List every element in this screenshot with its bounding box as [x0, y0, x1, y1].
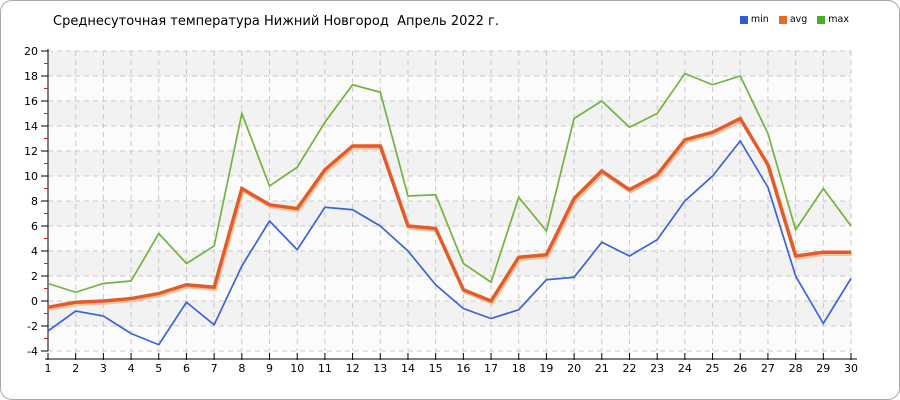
x-tick-label: 11	[318, 362, 332, 375]
x-tick-label: 28	[789, 362, 803, 375]
legend-item-max[interactable]: max	[817, 14, 849, 25]
plot-band	[48, 101, 851, 126]
series-max-line	[47, 72, 852, 294]
legend-label-max: max	[828, 14, 849, 25]
plot-band	[48, 176, 851, 201]
legend-label-min: min	[750, 14, 769, 25]
y-tick-label: 12	[24, 145, 38, 158]
x-tick-label: 5	[155, 362, 162, 375]
chart-title: Среднесуточная температура Нижний Новгор…	[53, 14, 500, 29]
plot-band	[48, 201, 851, 226]
y-tick-label: 4	[31, 245, 38, 258]
x-tick-label: 10	[290, 362, 304, 375]
x-tick-label: 27	[761, 362, 775, 375]
max-color-swatch-icon	[817, 15, 826, 24]
plot-band	[48, 126, 851, 151]
x-tick-label: 7	[211, 362, 218, 375]
x-tick-label: 18	[512, 362, 526, 375]
y-tick-label: 14	[24, 120, 38, 133]
x-tick-label: 16	[456, 362, 470, 375]
x-tick-label: 2	[72, 362, 79, 375]
x-tick-label: 30	[844, 362, 858, 375]
x-tick-label: 6	[183, 362, 190, 375]
x-tick-label: 29	[816, 362, 830, 375]
x-tick-label: 17	[484, 362, 498, 375]
y-tick-label: 10	[24, 170, 38, 183]
y-tick-label: 20	[24, 45, 38, 58]
x-tick-label: 3	[100, 362, 107, 375]
x-tick-label: 1	[45, 362, 52, 375]
x-tick-label: 4	[128, 362, 135, 375]
x-tick-label: 24	[678, 362, 692, 375]
x-tick-label: 20	[567, 362, 581, 375]
legend: min avg max	[739, 14, 849, 25]
x-tick-label: 14	[401, 362, 415, 375]
plot-band	[48, 51, 851, 76]
x-tick-label: 12	[346, 362, 360, 375]
y-tick-label: 6	[31, 220, 38, 233]
x-tick-label: 21	[595, 362, 609, 375]
series-min-line	[47, 139, 852, 346]
x-tick-label: 22	[622, 362, 636, 375]
x-tick-label: 26	[733, 362, 747, 375]
plot-band	[48, 326, 851, 351]
plot-band	[48, 301, 851, 326]
y-tick-label: -4	[27, 345, 38, 358]
x-tick-label: 9	[266, 362, 273, 375]
y-tick-label: 18	[24, 70, 38, 83]
plot-band	[48, 151, 851, 176]
series-avg-line	[47, 116, 851, 309]
y-tick-label: 2	[31, 270, 38, 283]
legend-label-avg: avg	[789, 14, 808, 25]
x-tick-label: 23	[650, 362, 664, 375]
legend-item-avg[interactable]: avg	[778, 14, 808, 25]
x-tick-label: 15	[429, 362, 443, 375]
y-tick-label: 8	[31, 195, 38, 208]
x-tick-label: 19	[539, 362, 553, 375]
plot-band	[48, 76, 851, 101]
x-tick-label: 25	[706, 362, 720, 375]
y-tick-label: -2	[27, 320, 38, 333]
x-tick-label: 13	[373, 362, 387, 375]
min-color-swatch-icon	[739, 15, 748, 24]
x-tick-label: 8	[238, 362, 245, 375]
avg-color-swatch-icon	[778, 15, 787, 24]
y-tick-label: 0	[31, 295, 38, 308]
y-tick-label: 16	[24, 95, 38, 108]
legend-item-min[interactable]: min	[739, 14, 769, 25]
